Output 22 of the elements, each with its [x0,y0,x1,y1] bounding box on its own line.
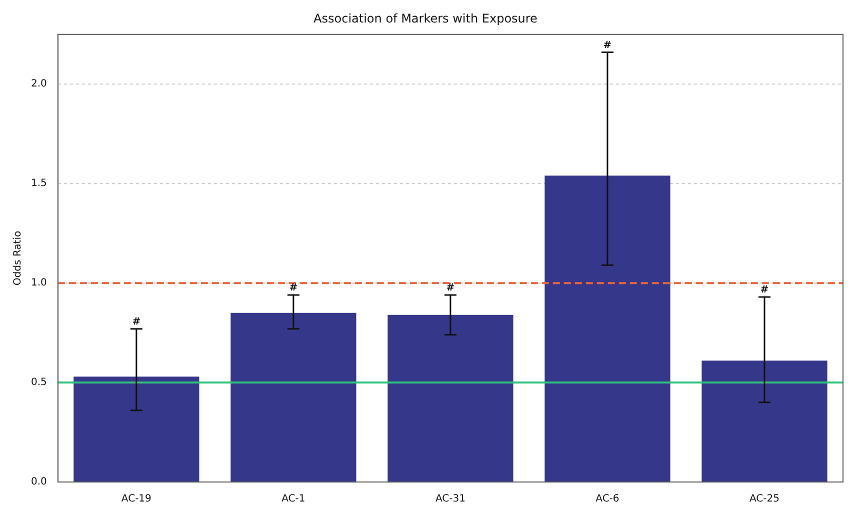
bar [544,176,670,482]
bar [388,314,514,482]
annotation: # [603,40,612,51]
x-tick-label: AC-6 [596,494,620,505]
annotation: # [289,282,298,294]
bar [230,312,356,482]
x-tick-label: AC-31 [435,494,466,505]
y-tick-label: 0.0 [30,476,47,488]
y-tick-label: 1.0 [30,278,47,289]
annotation: # [132,316,141,328]
y-tick-label: 2.0 [30,78,47,90]
x-tick-label: AC-1 [282,494,306,505]
y-tick-label: 1.5 [30,178,47,190]
annotation: # [760,284,769,296]
bar [74,376,200,482]
annotation: # [446,282,455,294]
x-tick-label: AC-25 [750,494,780,505]
x-tick-label: AC-19 [121,494,152,505]
chart-title: Association of Markers with Exposure [314,11,538,26]
bar [702,360,828,482]
y-axis-title: Odds Ratio [12,230,24,286]
y-tick-label: 0.5 [30,377,47,388]
